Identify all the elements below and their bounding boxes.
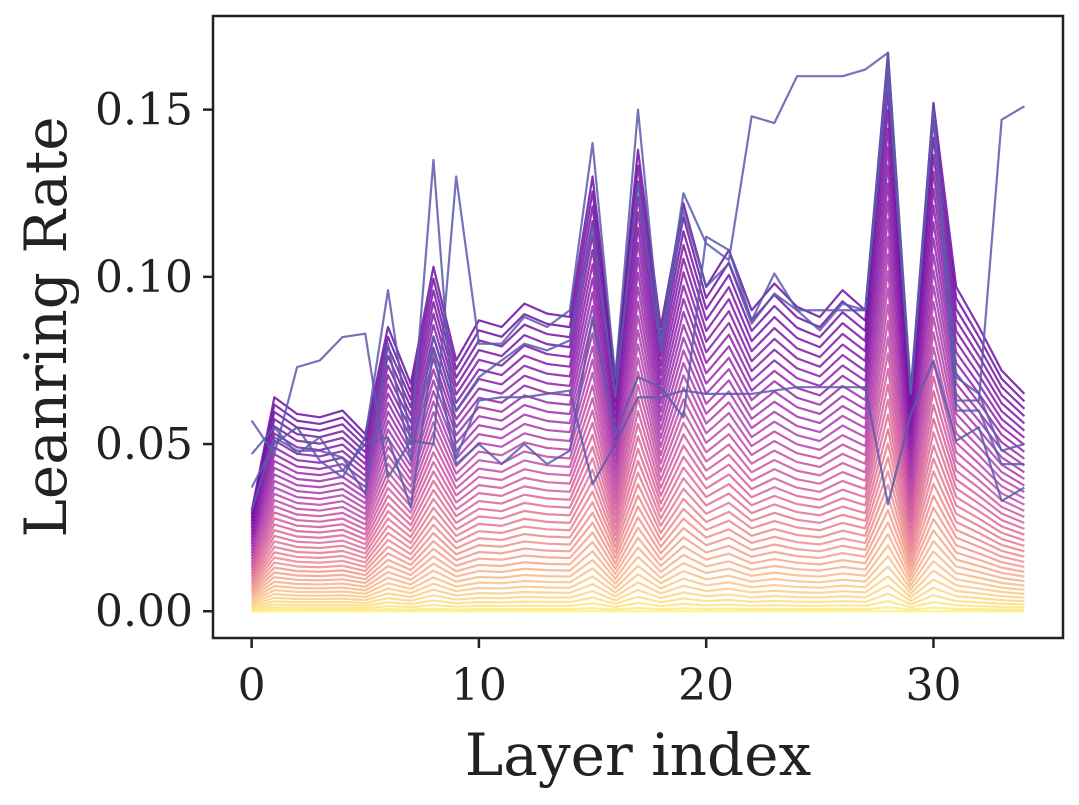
series-line-25 [250, 303, 1025, 557]
series-line-15 [250, 456, 1025, 585]
series-line-6 [251, 565, 1025, 605]
series-line-3 [251, 592, 1025, 610]
series-line-24 [250, 320, 1025, 560]
x-tick-label: 30 [905, 660, 961, 711]
series-line-13 [250, 483, 1025, 590]
series-line-23 [250, 336, 1025, 563]
outlier-series-line-1 [250, 158, 1025, 506]
series-line-17 [250, 428, 1025, 580]
series-line-7 [251, 555, 1025, 603]
x-tick-label: 20 [678, 660, 734, 711]
series-layer [250, 51, 1026, 613]
series-line-18 [250, 413, 1025, 577]
series-line-30 [250, 218, 1026, 542]
series-line-28 [250, 253, 1025, 548]
x-tick-label: 0 [238, 660, 266, 711]
x-axis-label: Layer index [465, 721, 811, 789]
series-line-10 [250, 521, 1025, 597]
y-tick-label: 0.00 [95, 586, 193, 637]
y-axis-label: Leanring Rate [12, 116, 80, 537]
series-line-2 [251, 600, 1025, 611]
series-line-33 [250, 164, 1026, 532]
outlier-series-line-3 [250, 75, 1025, 512]
series-line-8 [251, 544, 1025, 601]
axis-layer: 0 10 20 30 0.00 0.05 0.10 0.15 [95, 85, 961, 711]
plot-frame [211, 14, 1065, 640]
series-line-20 [250, 383, 1025, 572]
series-line-19 [250, 398, 1025, 574]
series-line-11 [250, 509, 1025, 594]
y-tick-label: 0.10 [95, 252, 193, 303]
series-line-29 [250, 235, 1025, 545]
series-line-34 [250, 146, 1026, 529]
series-line-1 [251, 606, 1025, 612]
series-line-14 [250, 470, 1025, 587]
y-tick-label: 0.05 [95, 419, 193, 470]
series-line-26 [250, 287, 1025, 554]
series-line-21 [250, 368, 1025, 569]
series-line-27 [250, 270, 1025, 551]
series-line-32 [250, 182, 1026, 535]
y-tick-label: 0.15 [95, 85, 193, 136]
series-line-12 [250, 496, 1025, 592]
series-line-9 [251, 533, 1025, 599]
x-tick-label: 10 [451, 660, 507, 711]
series-line-5 [251, 575, 1025, 607]
series-line-4 [251, 584, 1025, 608]
